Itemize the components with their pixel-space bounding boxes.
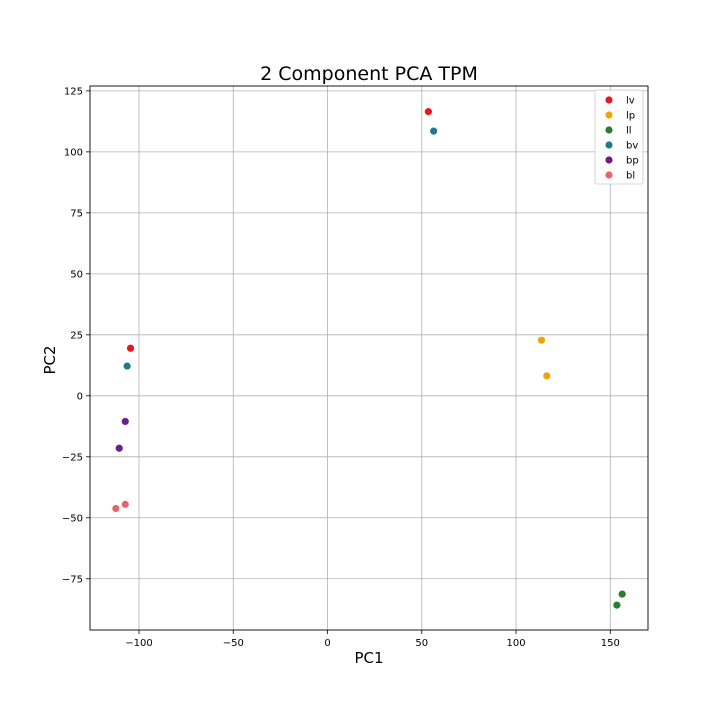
y-tick-label: 75	[70, 208, 83, 219]
data-point-bv	[123, 362, 131, 370]
y-tick-label: 0	[77, 391, 83, 402]
legend-label-bp: bp	[626, 156, 639, 167]
y-tick-label: 50	[70, 269, 83, 280]
y-tick-label: −75	[62, 574, 83, 585]
data-point-bp	[121, 417, 129, 426]
x-tick-label: −50	[223, 638, 244, 649]
y-tick-label: 125	[64, 86, 83, 97]
y-tick-label: −25	[62, 452, 83, 463]
legend-box	[594, 89, 644, 185]
x-tick-label: 50	[415, 638, 428, 649]
chart-title: 2 Component PCA TPM	[260, 63, 478, 85]
legend-marker-ll	[605, 126, 613, 134]
legend-marker-bv	[605, 141, 613, 149]
x-tick-label: 0	[324, 638, 330, 649]
data-point-ll	[618, 590, 626, 598]
legend-marker-lv	[605, 96, 613, 104]
x-tick-label: −100	[125, 638, 152, 649]
x-axis-label: PC1	[354, 649, 383, 667]
axis-ticks: −100 −50 0 50 100 150 −75 −50 −25 0 25 50 75 100 125	[62, 86, 620, 649]
x-tick-label: 100	[506, 638, 525, 649]
data-point-ll	[613, 601, 621, 609]
legend-label-lp: lp	[626, 111, 635, 122]
legend-marker-bp	[605, 156, 613, 164]
grid-lines	[90, 86, 648, 630]
y-tick-label: −50	[62, 513, 83, 524]
data-point-bl	[112, 504, 120, 513]
y-axis-label: PC2	[41, 345, 59, 374]
legend-label-bl: bl	[626, 171, 635, 182]
data-point-lp	[537, 336, 546, 344]
y-tick-label: 100	[64, 147, 83, 158]
legend-marker-lp	[605, 111, 613, 119]
data-point-lv	[424, 108, 432, 116]
data-point-lv	[126, 344, 135, 352]
data-point-bv	[430, 127, 438, 135]
x-tick-label: 150	[601, 638, 620, 649]
data-point-bl	[121, 500, 129, 508]
data-points	[112, 108, 626, 609]
legend-marker-bl	[605, 171, 613, 179]
y-tick-label: 25	[70, 330, 83, 341]
legend-label-lv: lv	[626, 96, 635, 107]
data-point-bp	[115, 444, 123, 452]
plot-frame	[89, 85, 649, 631]
data-point-lp	[543, 372, 551, 380]
legend-label-ll: ll	[626, 126, 632, 137]
legend: lv lp ll bv bp bl	[594, 89, 644, 185]
legend-label-bv: bv	[626, 141, 638, 152]
